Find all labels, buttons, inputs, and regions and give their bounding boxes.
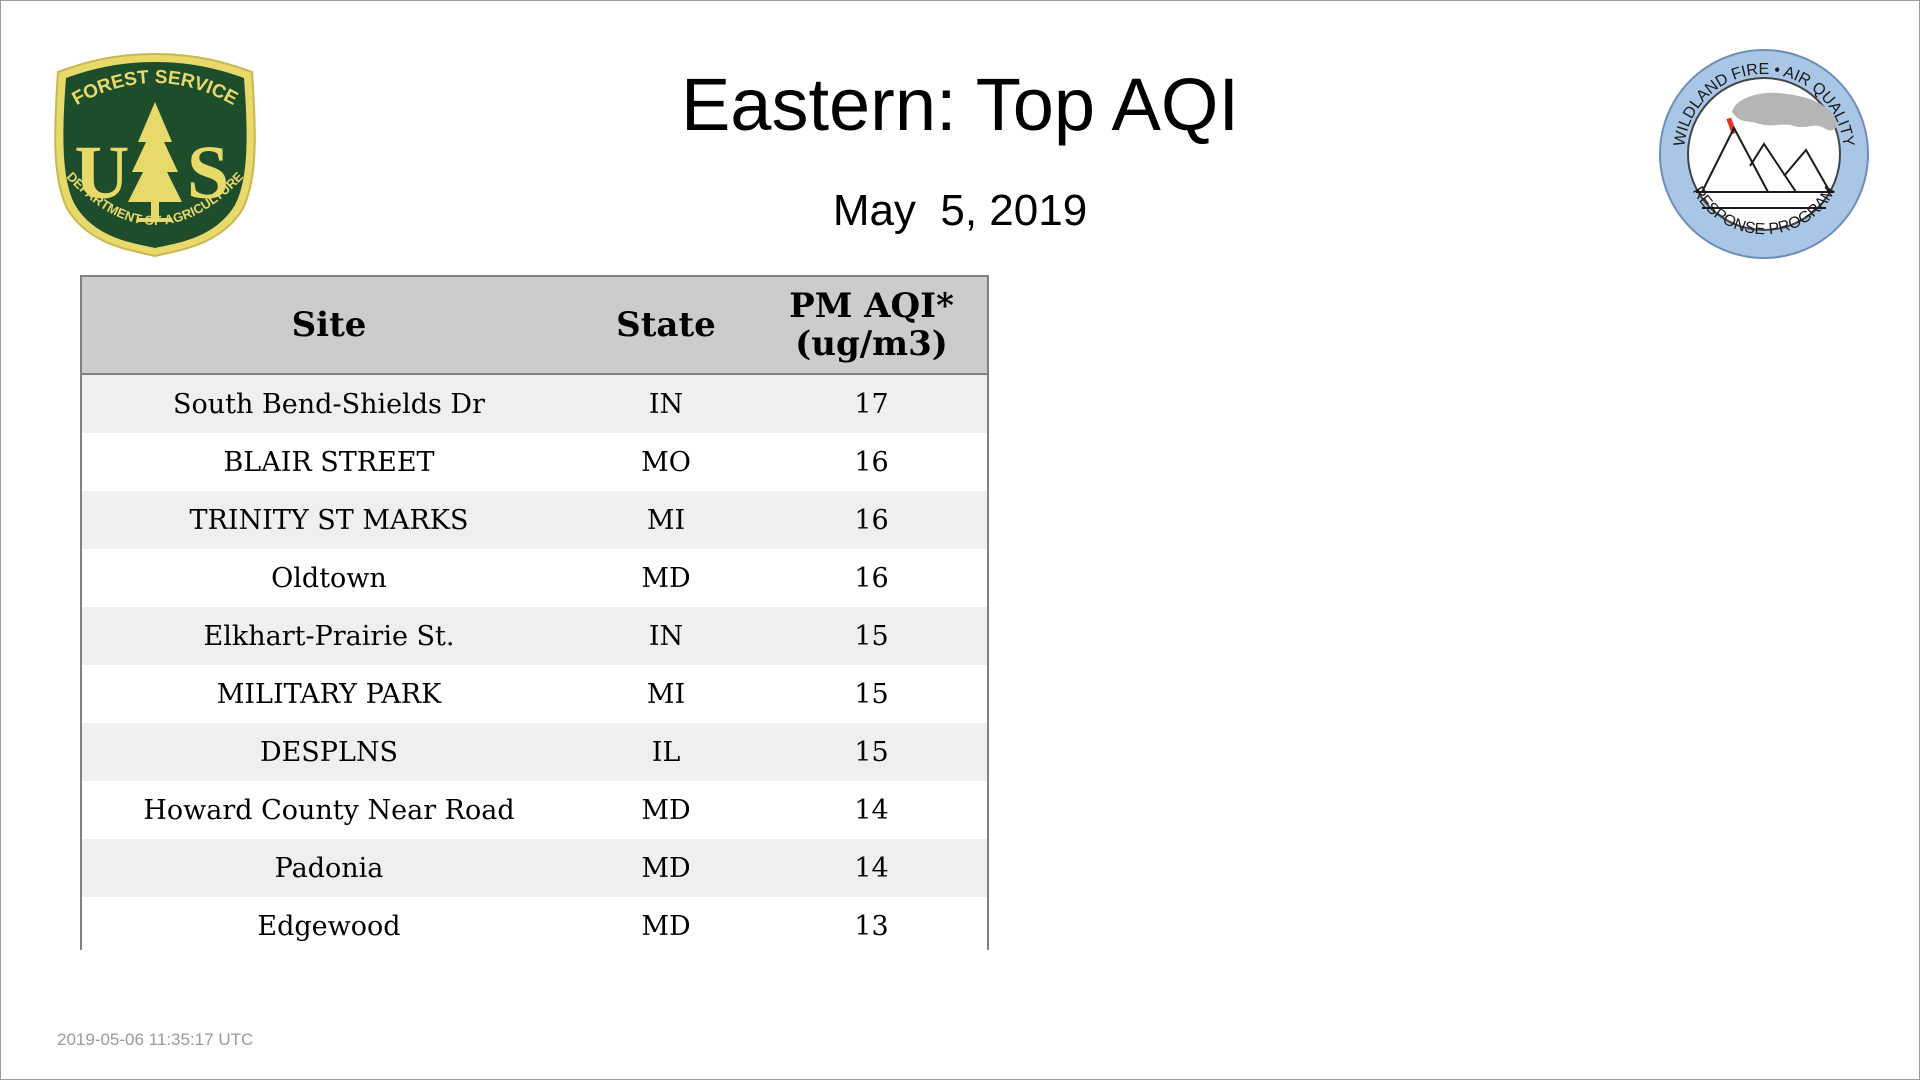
cell-state: MD [576, 839, 756, 897]
table-row: BLAIR STREET MO 16 [82, 433, 987, 491]
aqi-table: Site State PM AQI* (ug/m3) South Bend-Sh… [82, 277, 987, 955]
cell-aqi: 17 [756, 374, 987, 433]
aqi-table-container: Site State PM AQI* (ug/m3) South Bend-Sh… [80, 275, 989, 955]
mountains-icon [1696, 125, 1834, 209]
cell-state: MD [576, 549, 756, 607]
cell-aqi: 16 [756, 549, 987, 607]
cell-site: Elkhart-Prairie St. [82, 607, 576, 665]
cell-state: MI [576, 665, 756, 723]
header-aqi: PM AQI* (ug/m3) [756, 277, 987, 375]
cell-site: DESPLNS [82, 723, 576, 781]
cell-aqi: 13 [756, 897, 987, 955]
cell-state: IL [576, 723, 756, 781]
pine-tree-icon [128, 102, 182, 222]
cell-aqi: 15 [756, 607, 987, 665]
header-aqi-line1: PM AQI* [789, 286, 954, 326]
fs-initial-s: S [187, 131, 229, 215]
cell-state: IN [576, 607, 756, 665]
header-state: State [576, 277, 756, 375]
table-row: Howard County Near Road MD 14 [82, 781, 987, 839]
cell-site: Oldtown [82, 549, 576, 607]
table-row: Padonia MD 14 [82, 839, 987, 897]
cell-aqi: 15 [756, 665, 987, 723]
cell-site: Edgewood [82, 897, 576, 955]
table-row: Elkhart-Prairie St. IN 15 [82, 607, 987, 665]
smoke-icon [1732, 92, 1837, 131]
table-header-row: Site State PM AQI* (ug/m3) [82, 277, 987, 375]
cell-state: MO [576, 433, 756, 491]
cell-aqi: 14 [756, 839, 987, 897]
cell-aqi: 15 [756, 723, 987, 781]
page-title: Eastern: Top AQI [680, 63, 1240, 146]
cell-state: MI [576, 491, 756, 549]
table-row: Edgewood MD 13 [82, 897, 987, 955]
cell-aqi: 16 [756, 433, 987, 491]
cell-site: Howard County Near Road [82, 781, 576, 839]
wildland-fire-logo: WILDLAND FIRE • AIR QUALITY RESPONSE PRO… [1659, 49, 1869, 259]
cell-site: MILITARY PARK [82, 665, 576, 723]
report-date: May 5, 2019 [832, 186, 1088, 235]
cell-state: MD [576, 781, 756, 839]
table-row: Oldtown MD 16 [82, 549, 987, 607]
header-site: Site [82, 277, 576, 375]
cell-site: South Bend-Shields Dr [82, 374, 576, 433]
cell-state: MD [576, 897, 756, 955]
table-row: South Bend-Shields Dr IN 17 [82, 374, 987, 433]
cell-site: BLAIR STREET [82, 433, 576, 491]
cell-state: IN [576, 374, 756, 433]
header-aqi-line2: (ug/m3) [795, 324, 948, 364]
cell-site: Padonia [82, 839, 576, 897]
forest-service-logo: FOREST SERVICE U S DEPARTMENT OF AGRICUL… [54, 52, 256, 258]
table-row: DESPLNS IL 15 [82, 723, 987, 781]
fs-initial-u: U [75, 131, 130, 215]
table-row: MILITARY PARK MI 15 [82, 665, 987, 723]
generated-timestamp: 2019-05-06 11:35:17 UTC [57, 1030, 254, 1049]
cell-aqi: 16 [756, 491, 987, 549]
cell-aqi: 14 [756, 781, 987, 839]
table-row: TRINITY ST MARKS MI 16 [82, 491, 987, 549]
cell-site: TRINITY ST MARKS [82, 491, 576, 549]
